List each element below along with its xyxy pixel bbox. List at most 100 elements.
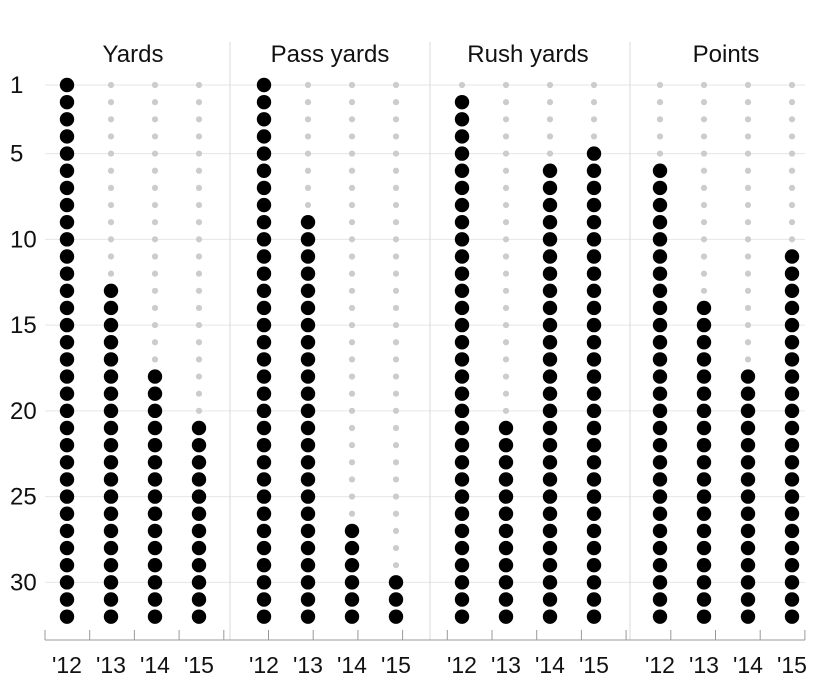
filled-dot <box>784 506 800 521</box>
dots <box>59 77 800 624</box>
empty-dot <box>700 253 708 260</box>
filled-dot <box>784 249 800 264</box>
x-tick-label: '15 <box>381 652 411 678</box>
empty-dot <box>700 270 708 277</box>
filled-dot <box>256 112 272 127</box>
filled-dot <box>256 592 272 607</box>
x-tick-label: '15 <box>184 652 214 678</box>
filled-dot <box>59 437 75 453</box>
panel-titles: Yards Pass yards Rush yards Points <box>103 41 760 68</box>
empty-dot <box>195 219 203 226</box>
filled-dot <box>586 249 602 264</box>
filled-dot <box>652 437 668 453</box>
empty-dot <box>348 270 356 277</box>
filled-dot <box>454 386 470 401</box>
empty-dot <box>700 133 708 140</box>
empty-dot <box>107 167 115 174</box>
empty-dot <box>392 339 400 346</box>
filled-dot <box>256 437 272 453</box>
empty-dot <box>151 287 159 294</box>
x-tick-label: '15 <box>777 652 807 678</box>
empty-dot <box>151 99 159 106</box>
empty-dot <box>151 133 159 140</box>
empty-dot <box>195 116 203 123</box>
empty-dot <box>151 81 159 89</box>
filled-dot <box>586 592 602 607</box>
x-tick-label: '14 <box>733 652 763 678</box>
empty-dot <box>700 116 708 123</box>
filled-dot <box>59 300 75 316</box>
filled-dot <box>147 506 163 521</box>
empty-dot <box>195 356 203 363</box>
empty-dot <box>107 219 115 226</box>
empty-dot <box>304 184 312 191</box>
filled-dot <box>784 472 800 487</box>
empty-dot <box>107 81 115 89</box>
empty-dot <box>744 201 752 209</box>
filled-dot <box>256 180 272 196</box>
empty-dot <box>195 236 203 243</box>
filled-dot <box>542 180 558 196</box>
filled-dot <box>103 317 119 333</box>
empty-dot <box>502 322 510 329</box>
empty-dot <box>107 236 115 243</box>
empty-dot <box>700 236 708 243</box>
filled-dot <box>454 112 470 127</box>
empty-dot <box>502 356 510 363</box>
filled-dot <box>542 506 558 521</box>
filled-dot <box>740 420 756 436</box>
empty-dot <box>700 99 708 106</box>
filled-dot <box>696 386 712 401</box>
empty-dot <box>107 201 115 209</box>
empty-dot <box>195 167 203 174</box>
filled-dot <box>59 197 75 213</box>
filled-dot <box>542 575 558 590</box>
filled-dot <box>454 215 470 230</box>
empty-dot <box>502 339 510 346</box>
filled-dot <box>454 300 470 316</box>
empty-dot <box>348 390 356 397</box>
filled-dot <box>784 403 800 419</box>
empty-dot <box>151 356 159 363</box>
filled-dot <box>696 506 712 521</box>
filled-dot <box>344 575 360 590</box>
filled-dot <box>784 523 800 539</box>
filled-dot <box>652 335 668 350</box>
filled-dot <box>59 506 75 521</box>
filled-dot <box>586 300 602 316</box>
filled-dot <box>696 420 712 436</box>
filled-dot <box>191 472 207 487</box>
filled-dot <box>59 317 75 333</box>
filled-dot <box>256 163 272 178</box>
empty-dot <box>392 562 400 569</box>
x-tick-label: '12 <box>645 652 675 678</box>
filled-dot <box>454 592 470 607</box>
panel-title: Points <box>693 41 760 68</box>
filled-dot <box>59 609 75 624</box>
filled-dot <box>191 540 207 556</box>
empty-dot <box>348 510 356 517</box>
filled-dot <box>256 352 272 367</box>
filled-dot <box>586 232 602 247</box>
filled-dot <box>59 335 75 350</box>
filled-dot <box>784 335 800 350</box>
x-tick-label: '14 <box>337 652 367 678</box>
empty-dot <box>151 219 159 226</box>
empty-dot <box>788 184 796 191</box>
empty-dot <box>151 150 159 157</box>
empty-dot <box>392 304 400 312</box>
empty-dot <box>348 424 356 432</box>
filled-dot <box>300 575 316 590</box>
empty-dot <box>348 184 356 191</box>
y-tick-label: 10 <box>10 226 37 253</box>
empty-dot <box>392 424 400 432</box>
filled-dot <box>784 300 800 316</box>
filled-dot <box>59 403 75 419</box>
filled-dot <box>454 146 470 161</box>
filled-dot <box>652 232 668 247</box>
empty-dot <box>392 527 400 535</box>
empty-dot <box>744 99 752 106</box>
filled-dot <box>696 575 712 590</box>
filled-dot <box>256 609 272 624</box>
